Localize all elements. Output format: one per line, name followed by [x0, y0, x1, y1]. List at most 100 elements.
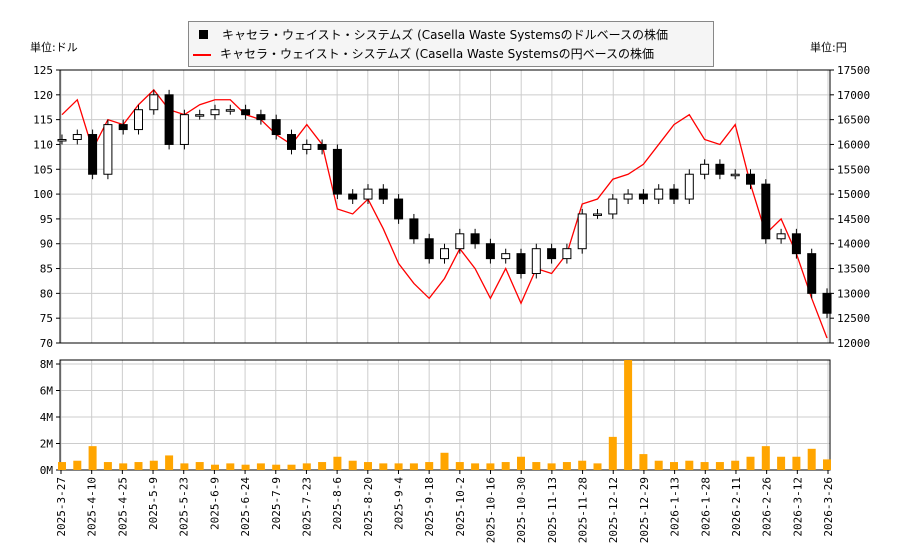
volume-bar: [685, 460, 694, 470]
usd-candle: [103, 124, 113, 175]
volume-bar: [731, 460, 740, 470]
volume-bar: [532, 462, 541, 470]
volume-tick-label: 6M: [40, 385, 54, 398]
y-tick-label-right: 14500: [837, 213, 870, 226]
legend-label-jpy: キャセラ・ウェイスト・システムズ (Casella Waste Systemsの…: [220, 47, 654, 61]
left-unit-label: 単位:ドル: [30, 41, 78, 54]
usd-candle: [776, 233, 786, 240]
volume-bar: [700, 462, 709, 470]
x-tick-label: 2025-8-20: [362, 477, 375, 537]
usd-candle: [409, 218, 419, 240]
usd-candle: [638, 193, 648, 200]
usd-candle: [241, 109, 251, 116]
x-tick-label: 2026-1-13: [669, 477, 682, 537]
x-tick-label: 2025-8-6: [331, 477, 344, 530]
usd-candle: [210, 109, 220, 116]
volume-bar: [379, 463, 388, 470]
y-tick-label-right: 15000: [837, 188, 870, 201]
volume-bar: [486, 463, 495, 470]
volume-bar: [195, 462, 204, 470]
usd-candle: [348, 193, 358, 200]
legend-line-marker: [193, 53, 211, 56]
usd-candle: [531, 248, 541, 275]
x-tick-label: 2025-12-12: [607, 477, 620, 543]
x-tick-label: 2026-2-11: [730, 477, 743, 537]
volume-bar: [409, 463, 418, 470]
x-tick-label: 2025-3-27: [55, 477, 68, 537]
x-tick-label: 2026-3-12: [791, 477, 804, 537]
price-plot-frame: [59, 69, 831, 344]
volume-bar: [211, 464, 219, 470]
volume-bar: [103, 462, 112, 470]
usd-candle: [470, 233, 480, 245]
y-tick-label-left: 80: [40, 287, 53, 300]
volume-bar: [88, 446, 97, 470]
usd-candle: [746, 173, 755, 185]
x-tick-label: 2025-7-23: [300, 477, 313, 537]
volume-bar: [302, 463, 311, 470]
x-tick-label: 2025-5-9: [147, 477, 160, 530]
usd-candle: [684, 173, 694, 200]
right-unit-label: 単位:円: [810, 41, 847, 54]
usd-candle: [287, 134, 296, 150]
legend-item-usd: キャセラ・ウェイスト・システムズ (Casella Waste Systemsの…: [199, 26, 668, 43]
legend-label-usd: キャセラ・ウェイスト・システムズ (Casella Waste Systemsの…: [222, 28, 668, 42]
y-tick-label-right: 16500: [837, 114, 870, 127]
usd-candle: [822, 292, 832, 314]
volume-bar: [578, 460, 587, 470]
volume-bar: [792, 456, 801, 470]
volume-bar: [761, 446, 770, 470]
volume-bar: [318, 462, 327, 470]
usd-candle: [72, 134, 82, 140]
jpy-price-line: [61, 88, 828, 339]
usd-candle: [225, 109, 235, 112]
usd-candle: [440, 248, 449, 260]
y-tick-label-left: 100: [33, 188, 53, 201]
usd-candle: [179, 114, 189, 145]
volume-bar: [639, 454, 648, 470]
y-tick-label-left: 75: [40, 312, 53, 325]
x-tick-label: 2025-12-29: [638, 477, 651, 543]
x-tick-label: 2025-6-9: [208, 477, 221, 530]
volume-bar: [180, 463, 189, 470]
x-tick-label: 2026-2-26: [761, 477, 774, 537]
volume-bar: [58, 462, 66, 470]
usd-candle: [669, 188, 679, 200]
volume-bar: [119, 463, 128, 470]
usd-candle: [394, 198, 404, 220]
usd-candle: [593, 213, 602, 216]
volume-bar: [333, 456, 342, 470]
volume-bar: [226, 463, 235, 470]
legend: キャセラ・ウェイスト・システムズ (Casella Waste Systemsの…: [188, 21, 714, 67]
volume-bar: [777, 456, 786, 470]
volume-tick-label: 0M: [40, 464, 54, 477]
x-tick-label: 2025-4-10: [86, 477, 99, 537]
usd-candle: [791, 233, 801, 255]
usd-candle: [577, 213, 587, 250]
volume-bar: [562, 462, 571, 470]
volume-bar: [73, 460, 82, 470]
x-tick-label: 2025-5-23: [178, 477, 191, 537]
x-tick-label: 2025-4-25: [116, 477, 129, 537]
volume-bar: [624, 360, 633, 470]
volume-bar: [547, 463, 556, 470]
x-tick-label: 2025-9-18: [423, 477, 436, 537]
volume-bar: [272, 464, 281, 470]
usd-candle: [424, 238, 434, 260]
volume-bar: [287, 464, 296, 470]
usd-candle: [608, 198, 618, 215]
usd-candle: [715, 163, 725, 175]
y-tick-label-right: 17500: [837, 64, 870, 77]
usd-candle: [700, 163, 710, 175]
y-tick-label-right: 13500: [837, 263, 870, 276]
usd-candle: [134, 109, 143, 131]
usd-candle: [562, 248, 572, 260]
x-tick-label: 2025-10-2: [454, 477, 467, 537]
volume-bar: [654, 460, 663, 470]
volume-bar: [807, 448, 816, 470]
usd-candle: [654, 188, 664, 200]
volume-tick-label: 8M: [40, 358, 54, 371]
usd-candle: [195, 114, 205, 117]
x-tick-label: 2025-11-13: [546, 477, 559, 543]
volume-bar: [517, 456, 525, 470]
